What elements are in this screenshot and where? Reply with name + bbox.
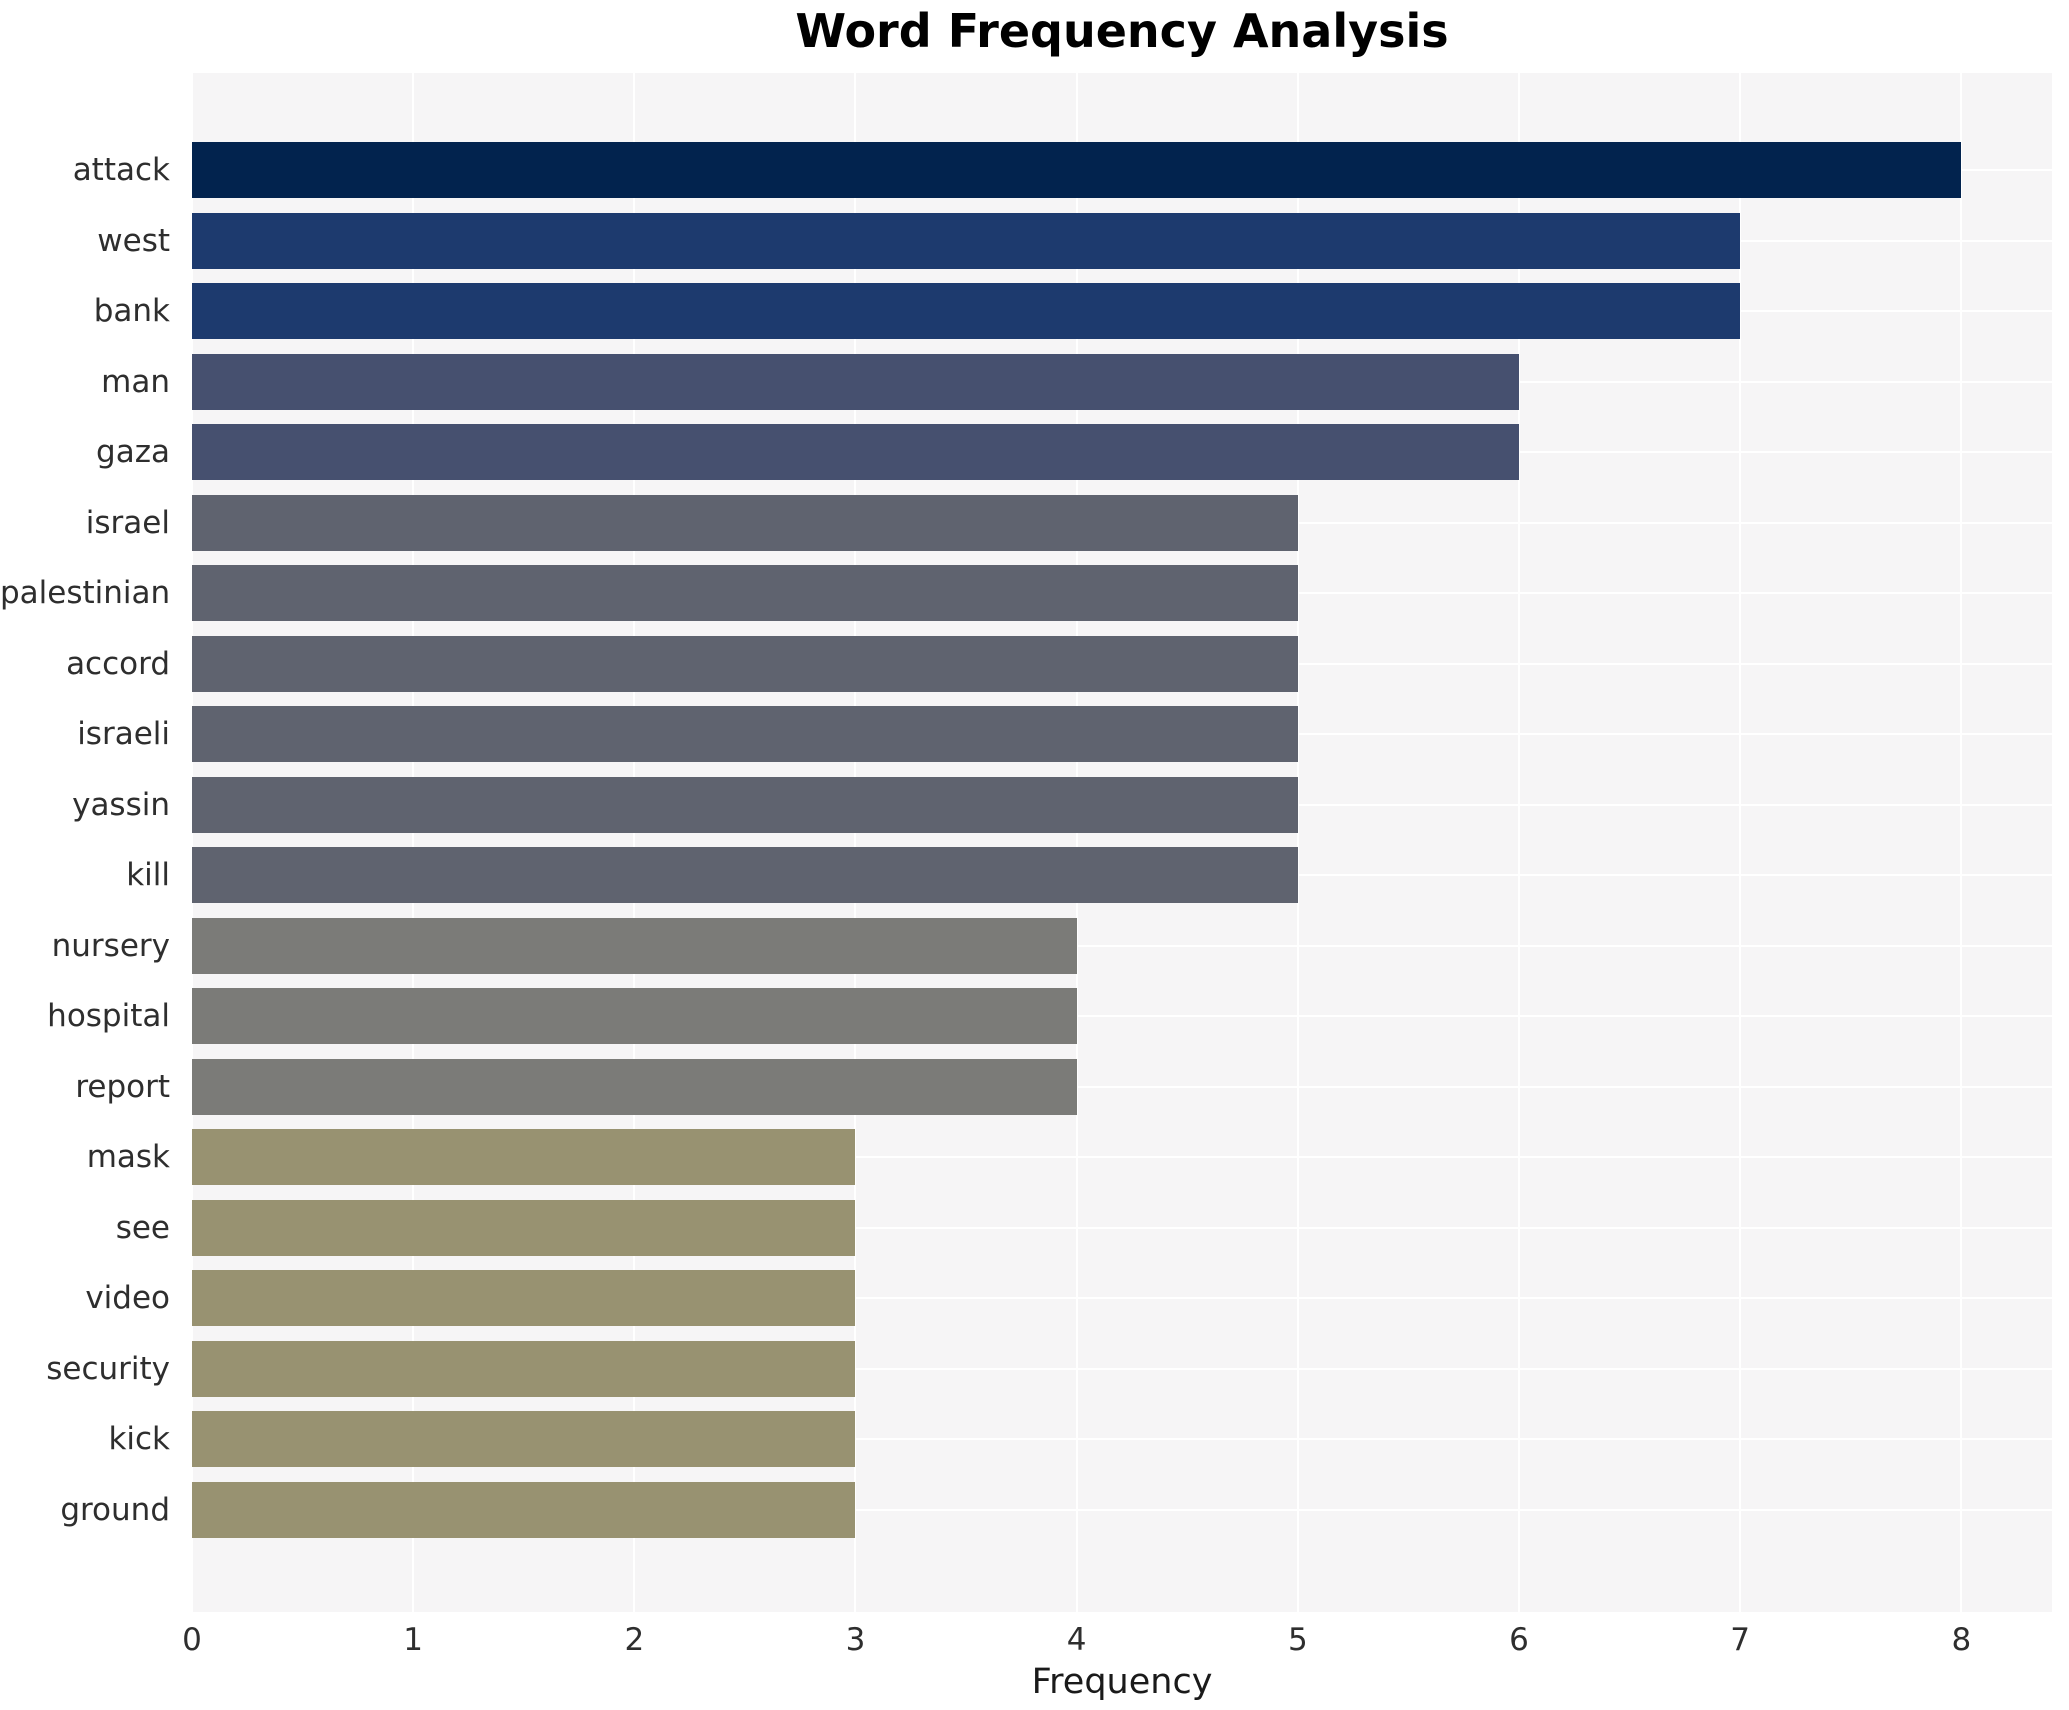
x-tick-label-5: 5: [1287, 1622, 1308, 1658]
y-gridline-hospital: [192, 1015, 2052, 1017]
x-gridline-5: [1296, 73, 1299, 1612]
bar-hospital: [192, 988, 1077, 1044]
y-tick-label-gaza: gaza: [96, 434, 170, 470]
bar-israel: [192, 494, 1298, 551]
y-tick-label-kick: kick: [108, 1421, 170, 1457]
y-tick-label-security: security: [46, 1350, 170, 1387]
x-tick-label-3: 3: [845, 1622, 866, 1658]
bar-yassin: [192, 776, 1298, 833]
y-tick-label-attack: attack: [72, 152, 170, 188]
bar-see: [192, 1199, 855, 1256]
x-tick-label-1: 1: [403, 1622, 424, 1658]
y-gridline-video: [192, 1297, 2052, 1299]
y-tick-label-kill: kill: [126, 857, 170, 893]
x-axis-title: Frequency: [1031, 1662, 1213, 1702]
y-gridline-see: [192, 1226, 2052, 1229]
y-tick-label-ground: ground: [60, 1491, 170, 1528]
x-gridline-8: [1960, 73, 1963, 1612]
x-tick-label-4: 4: [1066, 1622, 1087, 1658]
x-tick-label-2: 2: [624, 1622, 645, 1658]
bar-bank: [192, 283, 1740, 339]
bar-israeli: [192, 706, 1298, 762]
y-tick-label-see: see: [115, 1209, 170, 1246]
y-tick-label-nursery: nursery: [51, 927, 170, 964]
bar-gaza: [192, 424, 1519, 480]
bar-report: [192, 1058, 1077, 1115]
bar-palestinian: [192, 565, 1298, 621]
y-tick-label-israeli: israeli: [77, 716, 170, 752]
x-gridline-0: [192, 73, 193, 1612]
bar-kill: [192, 847, 1298, 903]
bar-mask: [192, 1129, 855, 1185]
x-gridline-1: [412, 73, 415, 1612]
bar-security: [192, 1340, 855, 1397]
y-tick-label-bank: bank: [93, 293, 170, 329]
x-gridline-2: [633, 73, 636, 1612]
y-gridline-ground: [192, 1508, 2052, 1511]
bar-accord: [192, 635, 1298, 692]
y-gridline-kick: [192, 1438, 2052, 1440]
y-gridline-report: [192, 1085, 2052, 1088]
bar-ground: [192, 1481, 855, 1538]
bar-video: [192, 1270, 855, 1326]
bar-attack: [192, 142, 1961, 198]
y-tick-label-report: report: [75, 1068, 170, 1105]
bar-west: [192, 212, 1740, 269]
x-gridline-3: [854, 73, 857, 1612]
x-tick-label-7: 7: [1730, 1622, 1751, 1658]
y-tick-label-man: man: [101, 363, 170, 400]
y-tick-label-mask: mask: [86, 1139, 170, 1175]
bar-kick: [192, 1411, 855, 1467]
x-gridline-7: [1739, 73, 1742, 1612]
x-gridline-6: [1517, 73, 1520, 1612]
y-gridline-nursery: [192, 944, 2052, 947]
bar-man: [192, 353, 1519, 410]
x-gridline-4: [1075, 73, 1078, 1612]
bar-nursery: [192, 917, 1077, 974]
y-gridline-mask: [192, 1156, 2052, 1158]
y-tick-label-video: video: [85, 1280, 170, 1316]
y-tick-label-israel: israel: [85, 504, 170, 541]
plot-area: [192, 73, 2052, 1612]
y-tick-label-palestinian: palestinian: [0, 575, 171, 611]
y-tick-label-accord: accord: [66, 645, 170, 682]
y-tick-label-hospital: hospital: [47, 998, 170, 1034]
y-tick-label-yassin: yassin: [72, 786, 170, 823]
x-tick-label-6: 6: [1509, 1622, 1529, 1658]
x-tick-label-8: 8: [1951, 1622, 1972, 1658]
chart-title: Word Frequency Analysis: [795, 4, 1449, 58]
y-gridline-security: [192, 1367, 2052, 1370]
y-tick-label-west: west: [97, 222, 170, 259]
x-tick-label-0: 0: [182, 1622, 202, 1658]
